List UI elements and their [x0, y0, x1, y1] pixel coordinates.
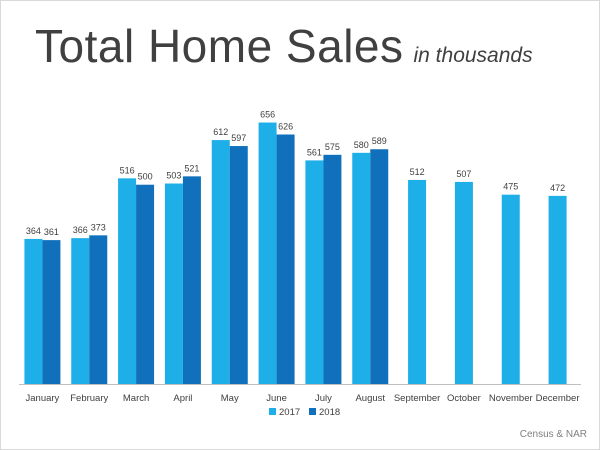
bar-june-2017 [258, 122, 277, 384]
data-label-january-2018: 361 [44, 227, 59, 237]
data-label-march-2018: 500 [138, 172, 153, 182]
data-label-october-2017: 507 [456, 169, 471, 179]
data-label-november-2017: 475 [503, 182, 518, 192]
title-row: Total Home Sales in thousands [35, 19, 533, 73]
data-label-february-2017: 366 [73, 225, 88, 235]
bar-september-2017 [408, 179, 427, 384]
x-tick-label-december: December [536, 393, 580, 404]
data-label-april-2017: 503 [166, 171, 181, 181]
x-tick-label-january: January [26, 393, 60, 404]
x-tick-label-november: November [489, 393, 533, 404]
data-label-april-2018: 521 [184, 163, 199, 173]
bar-may-2017 [211, 140, 230, 384]
data-label-march-2017: 516 [120, 165, 135, 175]
x-tick-label-march: March [123, 393, 149, 404]
x-tick-label-april: April [173, 393, 192, 404]
x-tick-label-february: February [70, 393, 108, 404]
x-tick-label-june: June [266, 393, 287, 404]
x-tick-label-august: August [355, 393, 385, 404]
legend-label-2017: 2017 [279, 407, 300, 418]
bar-january-2017 [24, 238, 43, 384]
source-note: Census & NAR [519, 429, 587, 440]
x-tick-label-may: May [221, 393, 239, 404]
bar-january-2018 [42, 240, 61, 384]
data-label-september-2017: 512 [410, 167, 425, 177]
bar-june-2018 [276, 134, 295, 384]
chart-title: Total Home Sales [35, 20, 404, 72]
data-label-august-2018: 589 [372, 136, 387, 146]
bar-april-2017 [164, 183, 183, 384]
data-label-june-2018: 626 [278, 121, 293, 131]
x-tick-label-july: July [315, 393, 332, 404]
data-label-august-2017: 580 [354, 140, 369, 150]
bar-november-2017 [501, 194, 520, 384]
bar-august-2018 [370, 149, 389, 384]
bar-february-2018 [89, 235, 108, 384]
bar-december-2017 [548, 195, 567, 384]
legend-swatch-2017 [269, 408, 276, 415]
x-tick-label-september: September [394, 393, 440, 404]
data-label-july-2018: 575 [325, 142, 340, 152]
data-label-december-2017: 472 [550, 183, 565, 193]
legend-swatch-2018 [309, 408, 316, 415]
bar-july-2018 [323, 154, 342, 384]
bar-february-2017 [71, 238, 90, 384]
bar-march-2017 [118, 178, 137, 384]
data-label-may-2018: 597 [231, 133, 246, 143]
bar-july-2017 [305, 160, 324, 384]
bar-march-2018 [136, 184, 155, 384]
legend-label-2018: 2018 [319, 407, 340, 418]
data-label-july-2017: 561 [307, 147, 322, 157]
bar-august-2017 [352, 152, 371, 384]
data-label-january-2017: 364 [26, 226, 41, 236]
data-label-may-2017: 612 [213, 127, 228, 137]
bar-april-2018 [182, 176, 201, 384]
x-tick-label-october: October [447, 393, 481, 404]
data-label-june-2017: 656 [260, 110, 275, 120]
chart-subtitle: in thousands [413, 44, 533, 67]
bar-october-2017 [454, 181, 473, 384]
data-label-february-2018: 373 [91, 222, 106, 232]
bar-may-2018 [229, 146, 248, 384]
